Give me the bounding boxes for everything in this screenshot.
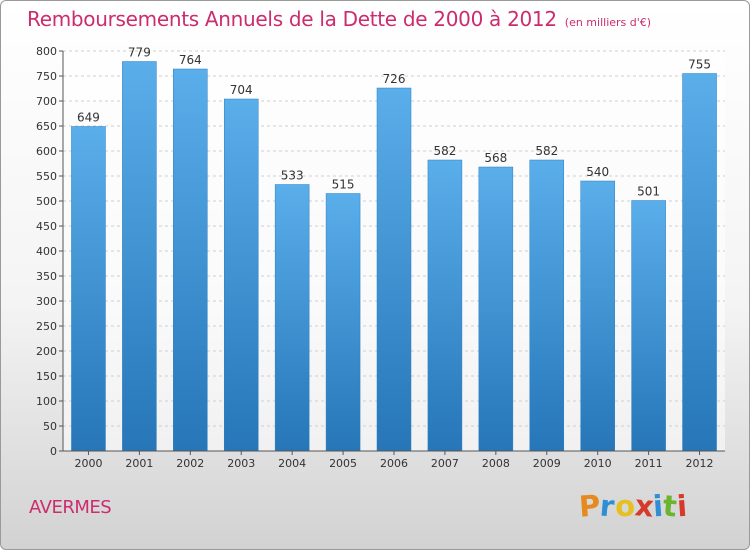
bar-value-label: 582 [433,144,456,158]
x-tick-label: 2009 [533,457,561,470]
bar [325,193,361,452]
bar-value-label: 764 [179,53,202,67]
y-tick-label: 200 [36,345,57,358]
x-tick-label: 2003 [227,457,255,470]
x-tick-label: 2008 [482,457,510,470]
place-name: AVERMES [29,497,112,518]
y-tick-label: 300 [36,295,57,308]
y-tick-label: 550 [36,170,57,183]
y-tick-label: 100 [36,395,57,408]
x-tick-label: 2012 [686,457,714,470]
y-tick-label: 650 [36,120,57,133]
bar [122,61,157,452]
logo-letter: o [613,488,636,524]
chart-title-text: Remboursements Annuels de la Dette de 20… [27,7,557,31]
bar [529,159,565,452]
y-tick-label: 500 [36,195,57,208]
y-tick-label: 450 [36,220,57,233]
y-tick-label: 350 [36,270,57,283]
x-tick-label: 2006 [380,457,408,470]
y-tick-label: 700 [36,95,57,108]
bar [274,184,310,452]
bar [71,126,106,452]
x-tick-label: 2002 [176,457,204,470]
bar-value-label: 755 [688,58,711,72]
x-tick-label: 2007 [431,457,459,470]
x-tick-label: 2004 [278,457,306,470]
x-tick-label: 2005 [329,457,357,470]
bar [682,73,717,452]
bar [376,87,412,452]
y-tick-label: 800 [36,45,57,58]
x-tick-label: 2010 [584,457,612,470]
bar-value-label: 540 [586,165,609,179]
logo-letter: i [675,488,689,524]
bar-value-label: 779 [128,46,151,60]
bar-value-label: 726 [383,72,406,86]
y-tick-label: 600 [36,145,57,158]
y-tick-label: 400 [36,245,57,258]
bar [173,68,208,452]
y-tick-label: 50 [43,420,57,433]
bar-value-label: 533 [281,169,304,183]
y-tick-label: 250 [36,320,57,333]
proxiti-logo: Proxiti [578,488,689,525]
bar-value-label: 649 [77,111,100,125]
bar-value-label: 568 [484,151,507,165]
bar [631,200,666,452]
bar [478,166,514,452]
x-tick-label: 2011 [635,457,663,470]
x-tick-label: 2000 [74,457,102,470]
chart-subtitle: (en milliers d'€) [564,16,652,29]
bar [580,180,615,452]
y-tick-label: 150 [36,370,57,383]
chart-title: Remboursements Annuels de la Dette de 20… [27,7,651,31]
bar-value-label: 582 [535,144,558,158]
bar-value-label: 501 [637,185,660,199]
x-tick-label: 2001 [125,457,153,470]
bar [223,98,259,452]
bar [427,159,463,452]
y-tick-label: 0 [50,445,57,458]
bar-value-label: 704 [230,83,253,97]
bar-value-label: 515 [332,178,355,192]
y-tick-label: 750 [36,70,57,83]
